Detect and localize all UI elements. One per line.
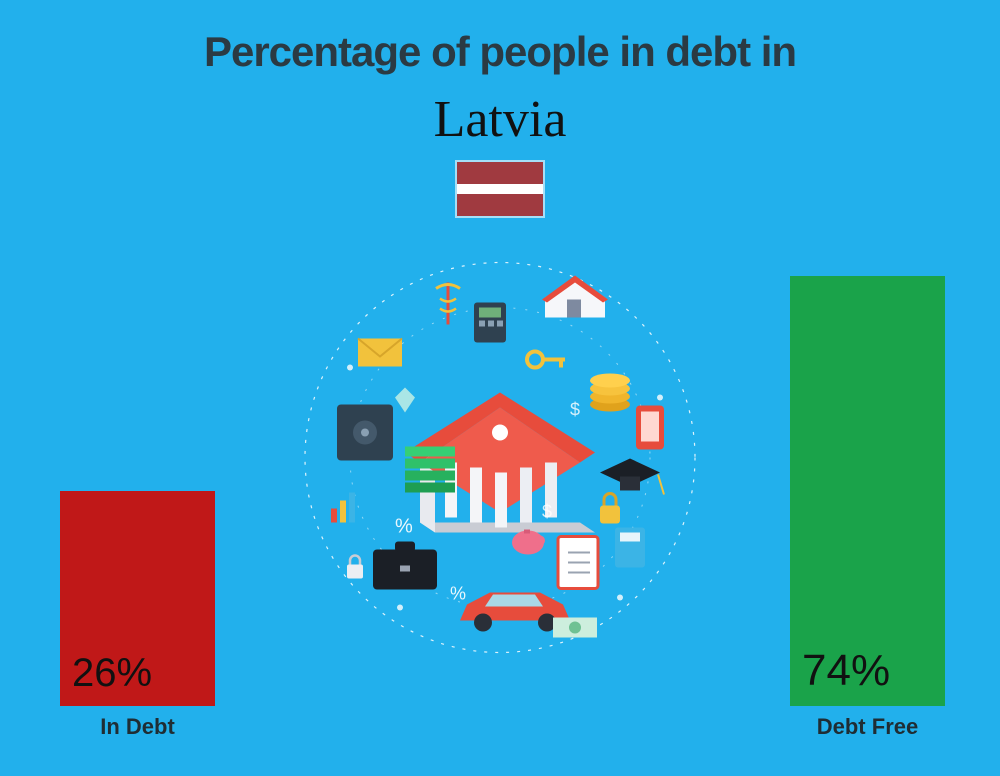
- svg-text:%: %: [450, 584, 466, 604]
- flag-stripe-bottom: [457, 194, 543, 216]
- bar-debt-free-label: Debt Free: [790, 714, 945, 740]
- bar-debt-free: 74%: [790, 276, 945, 706]
- svg-text:$: $: [570, 400, 580, 420]
- svg-text:$: $: [542, 502, 552, 522]
- svg-text:%: %: [395, 516, 413, 538]
- country-subtitle: Latvia: [0, 90, 1000, 149]
- flag-icon: [455, 160, 545, 218]
- flag-stripe-top: [457, 162, 543, 184]
- bar-debt-free-value: 74%: [802, 646, 890, 696]
- page-title: Percentage of people in debt in: [0, 28, 1000, 76]
- bar-in-debt: 26%: [60, 491, 215, 706]
- finance-illustration: % % $ $: [290, 248, 710, 673]
- bar-in-debt-label: In Debt: [60, 714, 215, 740]
- flag-stripe-middle: [457, 184, 543, 195]
- finance-illustration-svg: % % $ $: [290, 248, 710, 668]
- bar-in-debt-value: 26%: [72, 651, 152, 696]
